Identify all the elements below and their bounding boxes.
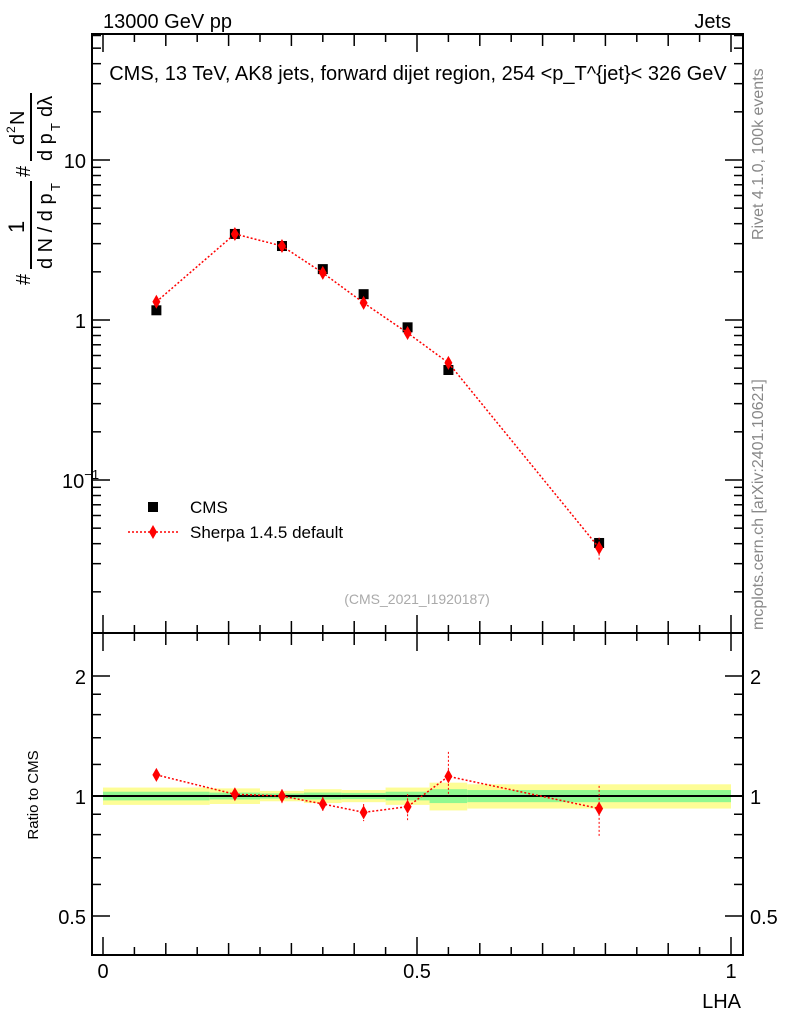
main-frame [91, 33, 744, 634]
sherpa-point [403, 325, 412, 340]
legend-cms-marker [148, 502, 158, 512]
ratio-point [444, 769, 453, 784]
chart-title: CMS, 13 TeV, AK8 jets, forward dijet reg… [109, 63, 727, 85]
ratio-point [152, 767, 161, 782]
sherpa-point [359, 295, 368, 310]
y-axis-label: # 1 d N / d p T # d 2 N d p T dλ [4, 93, 63, 285]
sherpa-point [444, 355, 453, 370]
x-tick-label: 1 [725, 961, 736, 983]
legend-sherpa-label: Sherpa 1.4.5 default [190, 523, 343, 542]
sherpa-point [595, 540, 604, 555]
ratio-y-tick-label-right: 1 [750, 787, 761, 809]
sherpa-point [277, 239, 286, 254]
ratio-bands [92, 782, 743, 811]
header-right: Jets [694, 11, 731, 33]
svg-text:1: 1 [4, 221, 29, 233]
ratio-point [230, 787, 239, 802]
legend-cms-label: CMS [190, 498, 228, 517]
ratio-y-label: Ratio to CMS [25, 750, 42, 839]
svg-text:2: 2 [4, 126, 18, 133]
ratio-y-tick-label: 0.5 [58, 907, 86, 929]
axis-ticks: 10 1 10−1 2 2 1 1 0.5 0.5 0 0.5 1 [58, 34, 778, 983]
mcplots-ref: mcplots.cern.ch [arXiv:2401.10621] [750, 379, 767, 630]
y-tick-label: 10−1 [62, 467, 99, 493]
sherpa-point [318, 265, 327, 280]
legend-sherpa-marker [149, 525, 157, 539]
y-tick-label: 10 [64, 151, 86, 173]
svg-text:d p: d p [35, 133, 57, 161]
cms-point [151, 305, 162, 316]
cms-point [443, 364, 454, 375]
svg-text:d: d [7, 134, 29, 145]
ratio-point [277, 789, 286, 803]
ratio-line [156, 774, 600, 814]
svg-text:T: T [48, 123, 63, 131]
svg-text:T: T [48, 183, 63, 191]
chart-marks [151, 226, 605, 837]
x-tick-label: 0.5 [403, 961, 431, 983]
ratio-y-tick-label-right: 2 [750, 667, 761, 689]
ratio-point [318, 796, 327, 811]
cms-point [358, 289, 369, 300]
svg-text:d N / d p: d N / d p [35, 193, 57, 269]
rivet-version: Rivet 4.1.0, 100k events [750, 68, 767, 240]
svg-text:dλ: dλ [35, 96, 57, 117]
ratio-point [403, 799, 412, 814]
x-tick-label: 0 [97, 961, 108, 983]
x-axis-label: LHA [702, 991, 742, 1013]
header-left: 13000 GeV pp [103, 11, 232, 33]
legend: CMS Sherpa 1.4.5 default [128, 498, 343, 542]
ratio-point [595, 801, 604, 816]
sherpa-point [230, 226, 239, 241]
ratio-y-tick-label: 2 [75, 667, 86, 689]
svg-text:#: # [13, 273, 35, 285]
sherpa-point [152, 294, 161, 309]
svg-text:N: N [7, 111, 29, 125]
analysis-watermark: (CMS_2021_I1920187) [344, 591, 490, 607]
ratio-y-tick-label-right: 0.5 [750, 907, 778, 929]
y-tick-label: 1 [75, 311, 86, 333]
ratio-point [359, 805, 368, 820]
svg-text:#: # [13, 165, 35, 177]
ratio-y-tick-label: 1 [75, 787, 86, 809]
